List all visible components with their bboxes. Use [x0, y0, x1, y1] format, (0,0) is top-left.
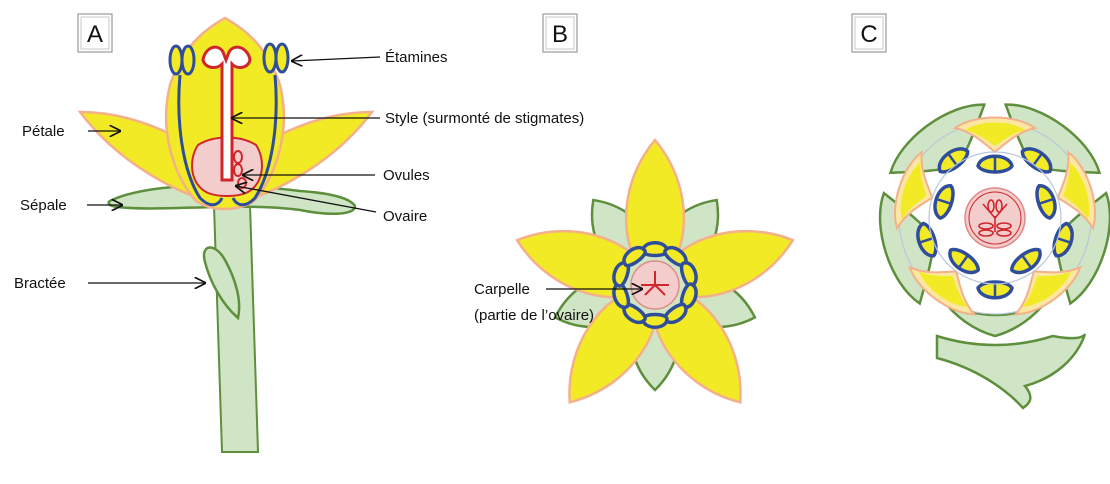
panel-c-floral-diagram	[866, 90, 1110, 410]
bract	[202, 246, 241, 321]
annotation-ovaire: Ovaire	[236, 186, 427, 225]
label-petale: Pétale	[22, 123, 65, 140]
anther-right	[262, 42, 290, 74]
bracteole-c	[942, 298, 1048, 338]
label-style: Style (surmonté de stigmates)	[385, 110, 584, 127]
panel-b-letter: B	[552, 21, 568, 48]
annotation-carpelle: Carpelle (partie de l’ovaire)	[474, 281, 642, 324]
bract-c	[935, 333, 1087, 410]
panel-b-label: B	[542, 13, 578, 53]
label-etamines: Étamines	[385, 49, 448, 66]
label-carpelle-sub: (partie de l’ovaire)	[474, 307, 594, 324]
annotation-bractee: Bractée	[14, 275, 205, 292]
annotation-sepale: Sépale	[20, 197, 122, 214]
panel-a-label: A	[77, 13, 113, 53]
stem	[212, 204, 260, 453]
style-stigma	[201, 45, 252, 182]
panel-c-label: C	[851, 13, 887, 53]
panel-a-flower-side-view	[77, 16, 375, 453]
annotation-style: Style (surmonté de stigmates)	[232, 110, 584, 127]
annotation-petale: Pétale	[22, 123, 120, 140]
middle-whorl-ring	[928, 151, 1062, 285]
carpel-b-lines	[641, 271, 669, 296]
label-carpelle: Carpelle	[474, 281, 530, 298]
label-ovaire: Ovaire	[383, 208, 427, 225]
anther-left	[168, 44, 196, 76]
label-ovules: Ovules	[383, 167, 430, 184]
panel-a-letter: A	[87, 21, 103, 48]
label-sepale: Sépale	[20, 197, 67, 214]
annotation-ovules: Ovules	[243, 167, 430, 184]
label-bractee: Bractée	[14, 275, 66, 292]
carpel-c-lines	[978, 199, 1012, 237]
annotation-etamines: Étamines	[292, 49, 448, 66]
panel-c-letter: C	[860, 21, 877, 48]
panel-b-flower-top-view	[506, 138, 804, 421]
carpel-c-inner	[968, 191, 1022, 245]
stamen-filament-left	[177, 74, 224, 207]
